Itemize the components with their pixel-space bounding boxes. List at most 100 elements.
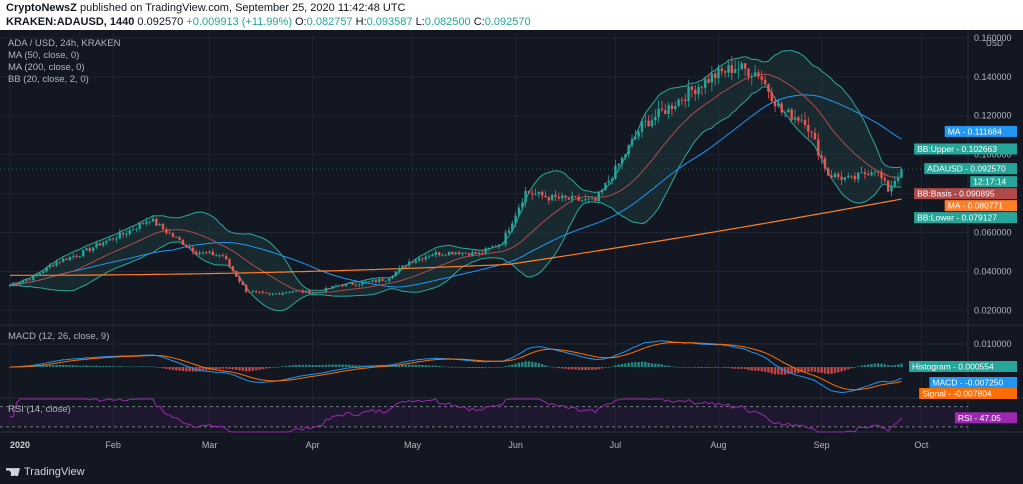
candle-body: [314, 292, 318, 294]
rsi-pane: [0, 398, 968, 433]
histogram-bar: [544, 365, 547, 367]
candle-body: [288, 292, 291, 294]
tradingview-logo-icon: [6, 468, 20, 477]
candle-body: [857, 172, 860, 180]
histogram-bar: [131, 366, 135, 368]
histogram-bar: [554, 367, 557, 368]
histogram-bar: [281, 366, 284, 367]
pair-legend[interactable]: ADA / USD, 24h, KRAKEN: [8, 38, 121, 49]
bb-legend[interactable]: BB (20, close, 2, 0): [8, 74, 89, 85]
candle-body: [890, 185, 893, 192]
histogram-bar: [501, 366, 504, 368]
histogram-bar: [680, 367, 684, 368]
histogram-bar: [750, 367, 753, 371]
candle-body: [274, 293, 278, 295]
close-value: 0.092570: [484, 16, 531, 28]
candle-body: [700, 87, 704, 88]
histogram-bar: [886, 365, 890, 367]
candle-body: [843, 177, 847, 180]
candle-body: [650, 120, 654, 127]
candle-body: [594, 198, 597, 202]
rsi-line: [10, 398, 902, 433]
histogram-bar: [823, 367, 827, 374]
macd-legend[interactable]: MACD (12, 26, close, 9): [8, 331, 110, 342]
price-tick-label: 0.060000: [974, 228, 1012, 238]
price-legend: ADA / USD, 24h, KRAKEN MA (50, close, 0)…: [8, 38, 120, 86]
histogram-bar: [78, 365, 82, 367]
histogram-bar: [474, 367, 477, 369]
candle-body: [424, 256, 427, 260]
ma50-legend[interactable]: MA (50, close, 0): [8, 50, 80, 61]
histogram-bar: [833, 367, 837, 374]
candle-body: [491, 246, 494, 248]
histogram-bar: [820, 367, 823, 373]
candle-body: [687, 86, 690, 101]
histogram-bar: [594, 367, 597, 370]
candle-body: [684, 99, 687, 101]
histogram-bar: [464, 367, 467, 368]
histogram-bar: [647, 362, 650, 367]
histogram-bar: [837, 367, 840, 373]
bb-basis-line: [9, 73, 902, 293]
histogram-bar: [234, 367, 238, 370]
histogram-bar: [268, 367, 271, 369]
histogram-bar: [880, 363, 883, 367]
candle-body: [344, 283, 348, 287]
low-label: L:: [415, 16, 425, 28]
histogram-bar: [148, 366, 151, 368]
histogram-bar: [670, 366, 674, 367]
histogram-bar: [580, 367, 584, 371]
candle-body: [730, 65, 734, 73]
candle-body: [474, 252, 477, 254]
candle-body: [281, 293, 284, 295]
histogram-bar: [743, 367, 747, 370]
candle-body: [354, 284, 358, 286]
histogram-bar: [105, 366, 108, 367]
histogram-bar: [301, 364, 304, 367]
histogram-bar: [477, 367, 481, 369]
candle-body: [467, 253, 471, 256]
candle-body: [35, 274, 38, 276]
histogram-bar: [354, 365, 358, 367]
ma200-legend[interactable]: MA (200, close, 0): [8, 62, 85, 73]
histogram-bar: [188, 367, 191, 372]
tradingview-brand[interactable]: TradingView: [6, 466, 85, 478]
histogram-bar: [677, 366, 680, 368]
publish-header: CryptoNewsZ published on TradingView.com…: [0, 0, 1023, 30]
candle-body: [318, 291, 321, 293]
macd-label-bg: [919, 388, 1017, 399]
candle-body: [387, 278, 391, 281]
candle-body: [85, 248, 88, 251]
candle-body: [378, 279, 381, 282]
publisher-name[interactable]: CryptoNewsZ: [6, 2, 77, 14]
histogram-bar: [760, 367, 763, 372]
bb-upper-line: [9, 49, 902, 291]
candle-body: [248, 291, 251, 293]
candle-body: [308, 290, 311, 294]
histogram-bar: [228, 367, 231, 369]
histogram-bar: [600, 367, 604, 369]
candle-body: [414, 260, 418, 263]
histogram-bar: [42, 365, 45, 367]
ohlc-line: KRAKEN:ADAUSD, 1440 0.092570 +0.009913 (…: [6, 16, 531, 28]
histogram-bar: [607, 366, 610, 368]
rsi-legend[interactable]: RSI (14, close): [8, 404, 71, 415]
candle-body: [637, 131, 640, 137]
histogram-bar: [271, 367, 274, 368]
histogram-bar: [151, 366, 155, 368]
candle-body: [634, 136, 637, 140]
candle-body: [38, 273, 42, 275]
histogram-bar: [847, 367, 850, 370]
histogram-bar: [351, 364, 354, 367]
histogram-bar: [311, 364, 314, 367]
histogram-bar: [324, 364, 328, 367]
candle-body: [151, 218, 155, 222]
time-tick-label: Jul: [610, 440, 622, 450]
candle-body: [717, 68, 720, 79]
histogram-bar: [274, 367, 278, 368]
candle-body: [128, 230, 131, 235]
chart-canvas[interactable]: 0.1600000.1400000.1200000.1000000.080000…: [0, 30, 1023, 458]
candle-body: [68, 256, 72, 260]
histogram-bar: [288, 365, 291, 367]
value-label-text: MA - 0.111684: [948, 126, 1002, 136]
